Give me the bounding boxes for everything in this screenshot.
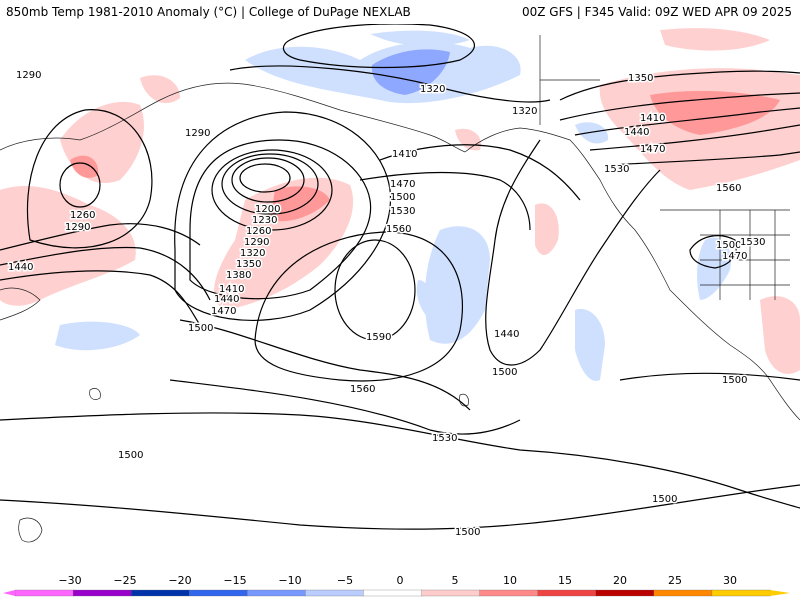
contour-label: 1500 [652, 494, 677, 505]
colorbar-tick-label: 5 [452, 574, 459, 587]
contour-label: 1560 [716, 183, 741, 194]
contour-label: 1320 [512, 106, 537, 117]
contour-label: 1530 [432, 433, 457, 444]
colorbar-tick-label: 30 [723, 574, 737, 587]
colorbar-swatch [14, 589, 74, 597]
contour-label: 1290 [244, 237, 269, 248]
contour-label: 1290 [65, 222, 90, 233]
colorbar-swatch [537, 589, 597, 597]
contour-label: 1410 [640, 113, 665, 124]
color-scale-bar: −30 −25 −20 −15 −10 −5 0 5 10 15 20 25 30 [0, 569, 800, 600]
contour-label: 1470 [211, 306, 236, 317]
colorbar-tick-label: −20 [168, 574, 191, 587]
contour-label: 1410 [392, 149, 417, 160]
colorbar-max-arrow [770, 590, 790, 596]
colorbar-swatch [595, 589, 655, 597]
colorbar-ticks: −30 −25 −20 −15 −10 −5 0 5 10 15 20 25 30 [58, 574, 737, 587]
colorbar-swatch [653, 589, 713, 597]
colorbar-tick-label: 15 [558, 574, 572, 587]
anomaly-map: 1290 1260 1290 1440 1290 1200 1230 1260 … [0, 24, 800, 569]
contour-label: 1440 [8, 262, 33, 273]
contour-label: 1290 [16, 70, 41, 81]
colorbar-tick-label: 10 [503, 574, 517, 587]
colorbar-tick-label: 0 [397, 574, 404, 587]
colorbar-tick-label: −30 [58, 574, 81, 587]
colorbar-tick-label: −25 [113, 574, 136, 587]
colorbar-swatch [479, 589, 539, 597]
contour-label: 1500 [390, 192, 415, 203]
colorbar-tick-label: −15 [223, 574, 246, 587]
contour-labels: 1290 1260 1290 1440 1290 1200 1230 1260 … [7, 69, 767, 540]
contour-label: 1230 [252, 215, 277, 226]
contour-label: 1500 [722, 375, 747, 386]
colorbar-min-arrow [3, 590, 15, 596]
colorbar-swatch [421, 589, 481, 597]
contour-label: 1470 [640, 144, 665, 155]
contour-label: 1440 [214, 294, 239, 305]
header-bar: 850mb Temp 1981-2010 Anomaly (°C) | Coll… [0, 0, 800, 24]
contour-label: 1590 [366, 332, 391, 343]
contour-label: 1410 [219, 284, 244, 295]
contour-label: 1350 [628, 73, 653, 84]
contour-label: 1200 [255, 204, 280, 215]
contour-label: 1560 [386, 224, 411, 235]
model-run-info: 00Z GFS | F345 Valid: 09Z WED APR 09 202… [521, 5, 792, 19]
contour-label: 1260 [246, 226, 271, 237]
colorbar-tick-label: 20 [613, 574, 627, 587]
colorbar-tick-label: 25 [668, 574, 682, 587]
colorbar-swatch [305, 589, 365, 597]
contour-label: 1260 [70, 210, 95, 221]
contour-label: 1470 [722, 251, 747, 262]
contour-label: 1500 [455, 527, 480, 538]
colorbar-swatch [189, 589, 248, 597]
contour-label: 1290 [185, 128, 210, 139]
colorbar-swatch [711, 589, 771, 597]
contour-label: 1440 [624, 127, 649, 138]
contour-label: 1500 [118, 450, 143, 461]
map-title: 850mb Temp 1981-2010 Anomaly (°C) | Coll… [6, 5, 411, 19]
contour-label: 1470 [390, 179, 415, 190]
contour-label: 1440 [494, 329, 519, 340]
contour-label: 1320 [240, 248, 265, 259]
contour-label: 1560 [350, 384, 375, 395]
colorbar-swatches [3, 589, 790, 597]
strong-cold-anomaly [371, 49, 450, 95]
contour-label: 1380 [226, 270, 251, 281]
colorbar-tick-label: −5 [337, 574, 353, 587]
colorbar-swatch [363, 589, 423, 597]
colorbar-swatch [131, 589, 190, 597]
coastlines [0, 35, 800, 543]
contour-label: 1530 [604, 164, 629, 175]
contour-label: 1530 [740, 237, 765, 248]
colorbar-tick-label: −10 [278, 574, 301, 587]
contour-label: 1500 [492, 367, 517, 378]
contour-label: 1320 [420, 84, 445, 95]
contour-label: 1530 [390, 206, 415, 217]
contour-label: 1350 [236, 259, 261, 270]
contour-label: 1500 [188, 323, 213, 334]
colorbar-swatch [72, 589, 132, 597]
height-contours [0, 24, 800, 530]
contour-label: 1500 [716, 240, 741, 251]
colorbar-swatch [247, 589, 307, 597]
